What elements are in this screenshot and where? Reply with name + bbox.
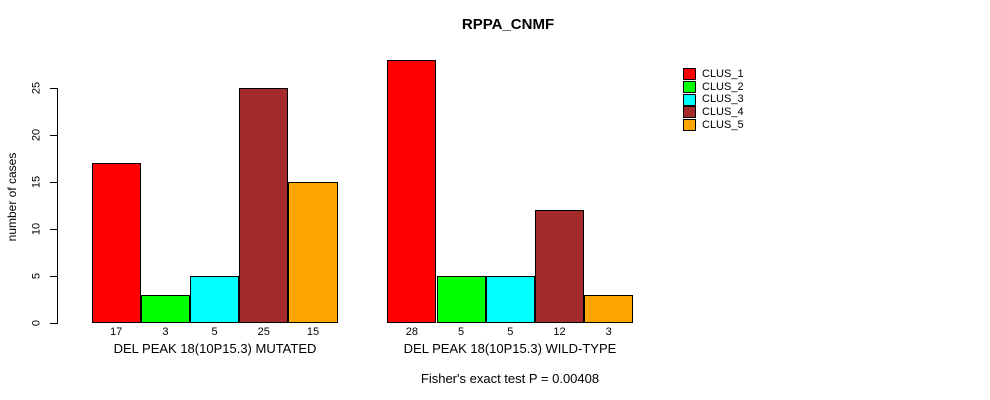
y-tick-label: 5	[30, 272, 43, 280]
legend-item-clus-5: CLUS_5	[683, 119, 744, 132]
bar-group1-clus_3	[190, 276, 240, 323]
bar-value-group2-clus_1: 28	[405, 326, 419, 338]
bar-value-group2-clus_3: 5	[507, 326, 514, 338]
y-axis-tick	[49, 323, 57, 324]
legend-label-clus-3: CLUS_3	[702, 93, 744, 106]
legend-label-clus-1: CLUS_1	[702, 67, 744, 80]
legend-swatch-clus-4	[683, 106, 696, 119]
legend-item-clus-1: CLUS_1	[683, 68, 744, 81]
legend-item-clus-3: CLUS_3	[683, 93, 744, 106]
chart-title: RPPA_CNMF	[461, 16, 555, 33]
bar-value-group2-clus_5: 3	[605, 326, 612, 338]
y-axis-tick	[49, 135, 57, 137]
y-axis-line	[56, 88, 58, 324]
bar-value-group1-clus_3: 5	[211, 326, 218, 338]
legend-swatch-clus-2	[683, 81, 696, 94]
legend-label-clus-4: CLUS_4	[702, 105, 744, 118]
y-tick-label: 15	[30, 175, 43, 189]
y-tick-label: 10	[30, 222, 43, 236]
group-label-wild-type: DEL PEAK 18(10P15.3) WILD-TYPE	[403, 341, 617, 356]
bar-value-group2-clus_4: 12	[553, 326, 566, 338]
y-tick-label: 0	[30, 319, 43, 327]
bar-group1-clus_1	[91, 163, 141, 323]
bar-group2-clus_4	[534, 210, 585, 323]
legend-label-clus-2: CLUS_2	[702, 80, 744, 93]
group-label-mutated: DEL PEAK 18(10P15.3) MUTATED	[113, 341, 317, 356]
bar-value-group1-clus_1: 17	[110, 326, 123, 338]
legend-item-clus-4: CLUS_4	[683, 106, 744, 119]
y-tick-label: 25	[30, 82, 43, 95]
y-axis-tick	[49, 276, 57, 278]
legend-swatch-clus-1	[683, 68, 696, 81]
bar-group1-clus_2	[140, 294, 190, 323]
bar-value-group1-clus_2: 3	[162, 326, 169, 338]
legend: CLUS_1 CLUS_2 CLUS_3 CLUS_4 CLUS_5	[683, 68, 744, 132]
bar-value-group1-clus_4: 25	[257, 326, 270, 338]
y-axis-tick	[49, 229, 57, 231]
bar-value-group1-clus_5: 15	[306, 326, 320, 338]
bar-group1-clus_5	[288, 182, 338, 323]
y-axis-tick	[49, 182, 57, 184]
legend-swatch-clus-3	[683, 93, 696, 106]
legend-swatch-clus-5	[683, 119, 696, 132]
y-tick-label: 20	[30, 129, 43, 142]
legend-item-clus-2: CLUS_2	[683, 81, 744, 94]
fisher-test-annotation: Fisher's exact test P = 0.00408	[420, 371, 600, 386]
bar-group2-clus_2	[436, 276, 486, 323]
bar-group2-clus_3	[485, 276, 535, 323]
y-axis-label: number of cases	[5, 152, 19, 242]
bar-group2-clus_1	[387, 59, 437, 323]
legend-label-clus-5: CLUS_5	[702, 118, 744, 131]
bar-value-group2-clus_2: 5	[458, 326, 465, 338]
bar-group1-clus_4	[239, 88, 289, 323]
bar-group2-clus_5	[584, 294, 634, 323]
y-axis-tick	[49, 88, 57, 90]
